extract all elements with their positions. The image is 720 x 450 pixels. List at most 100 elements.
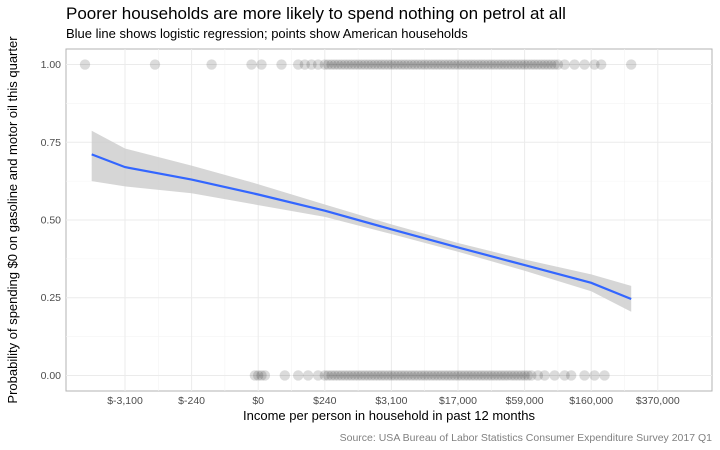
x-axis-title: Income per person in household in past 1… xyxy=(243,408,535,423)
household-point xyxy=(422,59,434,70)
household-point xyxy=(569,59,580,70)
y-tick-label: 0.75 xyxy=(41,137,62,149)
household-point xyxy=(526,370,537,381)
household-point xyxy=(532,370,544,381)
household-point xyxy=(402,59,414,70)
household-point xyxy=(392,59,404,70)
household-point xyxy=(149,59,161,70)
household-point xyxy=(492,59,504,70)
household-point xyxy=(342,59,354,70)
household-point xyxy=(452,370,464,381)
household-point xyxy=(352,370,364,381)
chart-title: Poorer households are more likely to spe… xyxy=(66,4,566,23)
household-point xyxy=(492,370,504,381)
household-point xyxy=(339,59,350,70)
y-tick-label: 1.00 xyxy=(41,59,62,71)
household-point xyxy=(419,370,430,381)
household-point xyxy=(362,59,374,70)
household-point xyxy=(342,370,354,381)
household-point xyxy=(446,59,457,70)
y-tick-label: 0.00 xyxy=(41,370,62,382)
household-point xyxy=(346,370,357,381)
household-point xyxy=(412,59,424,70)
household-point xyxy=(509,59,520,70)
household-point xyxy=(466,59,477,70)
household-point xyxy=(559,370,570,381)
household-point xyxy=(516,370,527,381)
household-point xyxy=(406,59,417,70)
x-tick-label: $-3,100 xyxy=(107,395,143,407)
household-point xyxy=(389,370,400,381)
household-point xyxy=(519,370,530,381)
household-point xyxy=(549,370,560,381)
y-axis-ticks: 0.00 0.25 0.50 0.75 1.00 xyxy=(41,59,62,382)
household-point xyxy=(486,370,497,381)
household-point xyxy=(402,370,414,381)
household-point xyxy=(332,59,344,70)
household-point xyxy=(312,59,324,70)
household-point xyxy=(329,370,340,381)
household-point xyxy=(499,59,510,70)
household-point xyxy=(382,59,394,70)
household-point xyxy=(519,59,530,70)
household-point xyxy=(399,59,410,70)
household-point xyxy=(409,59,420,70)
household-point xyxy=(512,370,524,381)
household-point xyxy=(382,370,394,381)
household-point xyxy=(426,59,437,70)
household-point xyxy=(502,59,514,70)
household-point xyxy=(436,59,447,70)
household-point xyxy=(472,59,484,70)
household-point xyxy=(406,370,417,381)
household-point xyxy=(293,370,304,381)
household-point xyxy=(496,370,507,381)
household-point xyxy=(442,370,454,381)
household-point xyxy=(322,59,334,70)
x-tick-label: $240 xyxy=(313,395,337,407)
household-point xyxy=(476,370,487,381)
x-tick-label: $59,000 xyxy=(506,395,544,407)
household-point xyxy=(459,59,470,70)
household-point xyxy=(489,370,500,381)
household-point xyxy=(349,59,360,70)
household-point xyxy=(362,370,374,381)
household-point xyxy=(542,59,554,70)
household-point xyxy=(312,370,324,381)
household-point xyxy=(482,59,494,70)
household-point xyxy=(499,370,510,381)
household-point xyxy=(502,370,514,381)
household-point xyxy=(256,59,267,70)
household-point xyxy=(496,59,507,70)
x-tick-label: $17,000 xyxy=(439,395,477,407)
household-point xyxy=(349,370,360,381)
household-point xyxy=(589,59,600,70)
household-point xyxy=(512,59,524,70)
household-point xyxy=(336,59,347,70)
y-axis-title: Probability of spending $0 on gasoline a… xyxy=(5,36,20,404)
household-point xyxy=(579,370,590,381)
household-point xyxy=(506,370,517,381)
household-point xyxy=(366,370,377,381)
household-point xyxy=(479,370,490,381)
household-point xyxy=(522,370,534,381)
household-point xyxy=(386,59,397,70)
household-point xyxy=(472,370,484,381)
logistic-regression-line xyxy=(91,153,632,301)
household-point xyxy=(329,59,340,70)
household-point xyxy=(246,59,257,70)
household-point xyxy=(359,370,370,381)
household-point xyxy=(436,370,447,381)
household-point xyxy=(439,59,450,70)
household-point xyxy=(462,370,474,381)
household-point xyxy=(526,59,537,70)
household-point xyxy=(416,370,427,381)
household-point xyxy=(626,59,637,70)
household-point xyxy=(549,59,560,70)
household-point xyxy=(429,59,440,70)
x-tick-label: $-240 xyxy=(178,395,205,407)
household-point xyxy=(532,59,544,70)
household-point xyxy=(456,59,467,70)
household-point xyxy=(536,59,547,70)
household-point xyxy=(426,370,437,381)
